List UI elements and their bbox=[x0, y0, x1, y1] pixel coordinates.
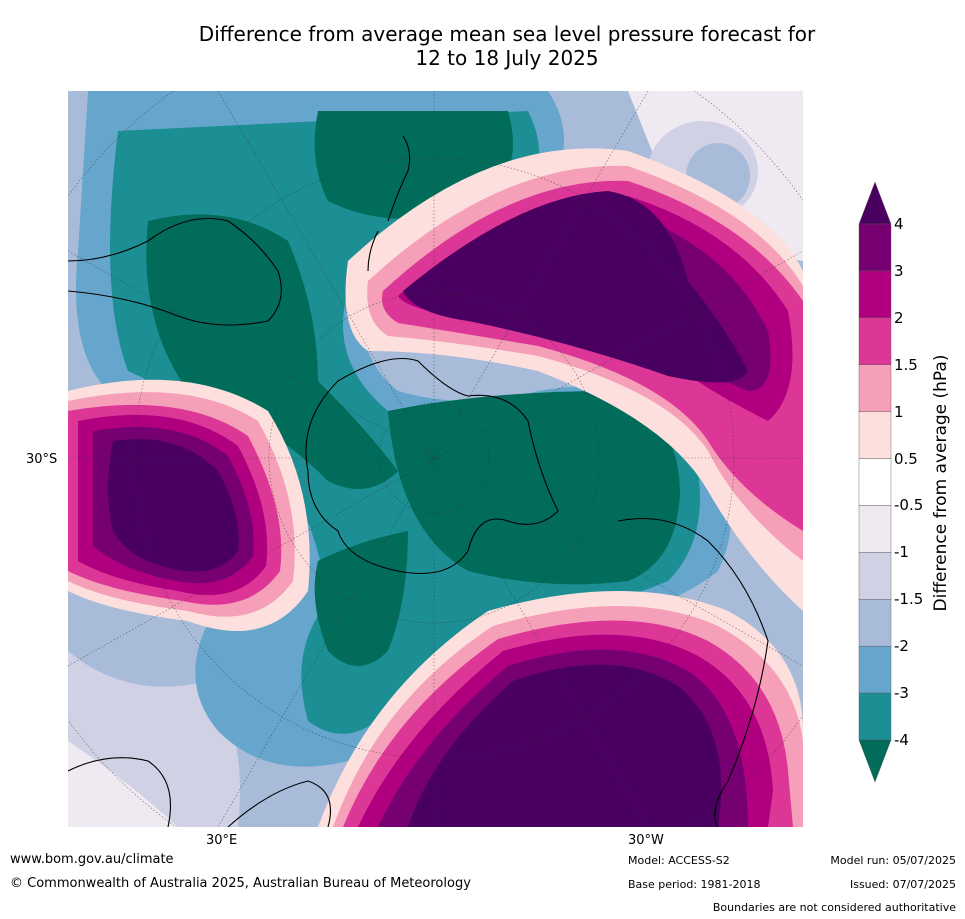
boundary-disclaimer: Boundaries are not considered authoritat… bbox=[712, 901, 956, 914]
colorbar-band bbox=[858, 223, 892, 272]
pale-region-sw bbox=[68, 741, 178, 827]
colorbar-band bbox=[858, 182, 892, 225]
colorbar-label: Difference from average (hPa) bbox=[931, 354, 951, 612]
colorbar-band bbox=[858, 317, 892, 365]
colorbar-band bbox=[858, 364, 892, 412]
longitude-label-30e: 30°E bbox=[206, 833, 238, 848]
colorbar-band bbox=[858, 411, 892, 459]
australia-coast bbox=[68, 218, 282, 326]
pressure-anomaly-map bbox=[68, 91, 803, 827]
positive-anomaly-se bbox=[318, 591, 803, 827]
colorbar-tick-label: 3 bbox=[894, 261, 904, 280]
coastlines bbox=[68, 135, 769, 827]
base-period-text: Base period: 1981-2018 bbox=[628, 878, 761, 891]
copyright-text: © Commonwealth of Australia 2025, Austra… bbox=[10, 876, 471, 891]
south-america-coast bbox=[617, 518, 769, 827]
new-zealand-north-coast bbox=[387, 135, 411, 222]
colorbar-tick-label: -1.5 bbox=[894, 590, 924, 609]
antarctica-coast bbox=[305, 358, 559, 574]
latitude-label-30s: 30°S bbox=[26, 452, 58, 467]
colorbar-band bbox=[858, 739, 892, 782]
positive-anomaly-ne bbox=[345, 148, 803, 611]
colorbar-tick-label: -1 bbox=[894, 543, 909, 562]
model-text: Model: ACCESS-S2 bbox=[628, 854, 730, 867]
colorbar-tick-label: 1.5 bbox=[894, 355, 918, 374]
colorbar-band bbox=[858, 552, 892, 600]
colorbar-tick-label: -3 bbox=[894, 684, 909, 703]
colorbar-band bbox=[858, 645, 892, 694]
new-zealand-south-coast bbox=[367, 230, 379, 272]
colorbar bbox=[858, 182, 892, 782]
colorbar-tick-label: -2 bbox=[894, 637, 909, 656]
title-line-1: Difference from average mean sea level p… bbox=[198, 22, 816, 46]
colorbar-band bbox=[858, 458, 892, 506]
colorbar-tick-label: 2 bbox=[894, 308, 904, 327]
colorbar-tick-label: 1 bbox=[894, 402, 904, 421]
positive-anomaly-west bbox=[68, 379, 310, 631]
issued-date-text: Issued: 07/07/2025 bbox=[849, 878, 956, 891]
colorbar-tick-label: -4 bbox=[894, 731, 909, 749]
chart-title: Difference from average mean sea level p… bbox=[0, 22, 965, 70]
colorbar-band bbox=[858, 599, 892, 647]
longitude-label-30w: 30°W bbox=[628, 833, 664, 848]
madagascar-coast bbox=[227, 780, 332, 827]
africa-coast bbox=[68, 757, 172, 827]
colorbar-band bbox=[858, 505, 892, 553]
website-link[interactable]: www.bom.gov.au/climate bbox=[10, 852, 174, 867]
colorbar-band bbox=[858, 692, 892, 741]
colorbar-band bbox=[858, 270, 892, 319]
model-run-text: Model run: 05/07/2025 bbox=[830, 854, 956, 867]
title-line-2: 12 to 18 July 2025 bbox=[415, 46, 599, 70]
colorbar-tick-label: -0.5 bbox=[894, 496, 924, 515]
colorbar-tick-label: 4 bbox=[894, 215, 904, 233]
colorbar-tick-label: 0.5 bbox=[894, 449, 918, 468]
